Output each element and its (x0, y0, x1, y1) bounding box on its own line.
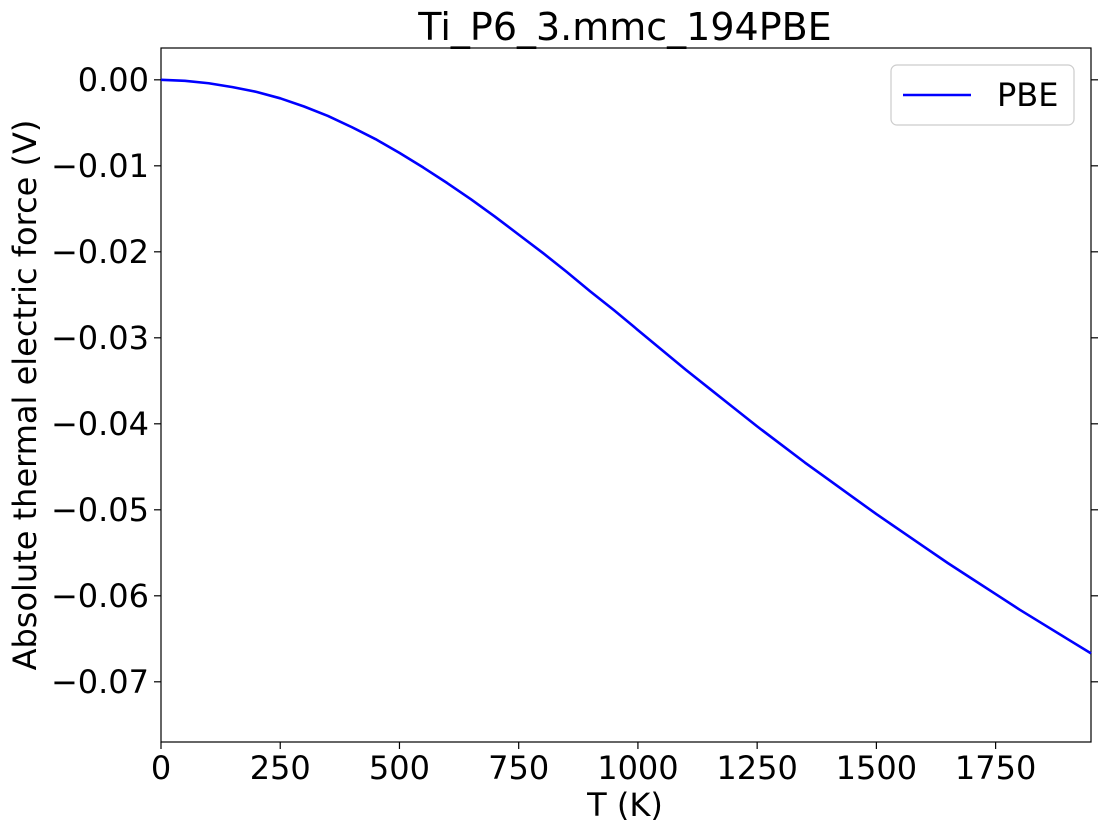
y-axis-label: Absolute thermal electric force (V) (6, 120, 44, 671)
x-tick-label: 500 (369, 749, 430, 787)
y-tick-label: −0.02 (51, 233, 149, 271)
y-axis-ticks: 0.00 −0.01 −0.02 −0.03 −0.04 −0.05 −0.06 −0.07 (51, 61, 1098, 701)
y-tick-label: −0.07 (51, 663, 149, 701)
legend-label-pbe: PBE (997, 76, 1058, 114)
y-tick-label: −0.03 (51, 319, 149, 357)
x-tick-label: 250 (250, 749, 311, 787)
y-tick-label: 0.00 (78, 61, 149, 99)
y-tick-label: −0.06 (51, 577, 149, 615)
x-tick-label: 750 (488, 749, 549, 787)
x-axis-label: T (K) (586, 786, 663, 824)
x-tick-label: 1250 (716, 749, 797, 787)
x-axis-ticks: 0 250 500 750 1000 1250 1500 1750 (151, 742, 1036, 787)
legend: PBE (890, 64, 1075, 126)
legend-box (890, 64, 1075, 126)
chart-title: Ti_P6_3.mmc_194PBE (417, 5, 831, 49)
x-tick-label: 1000 (597, 749, 678, 787)
y-tick-label: −0.04 (51, 405, 149, 443)
y-tick-label: −0.05 (51, 491, 149, 529)
x-tick-label: 1750 (955, 749, 1036, 787)
series-line-pbe (160, 78, 1092, 655)
y-tick-label: −0.01 (51, 147, 149, 185)
x-tick-label: 0 (151, 749, 171, 787)
x-tick-label: 1500 (836, 749, 917, 787)
plot-area-frame (160, 47, 1092, 743)
